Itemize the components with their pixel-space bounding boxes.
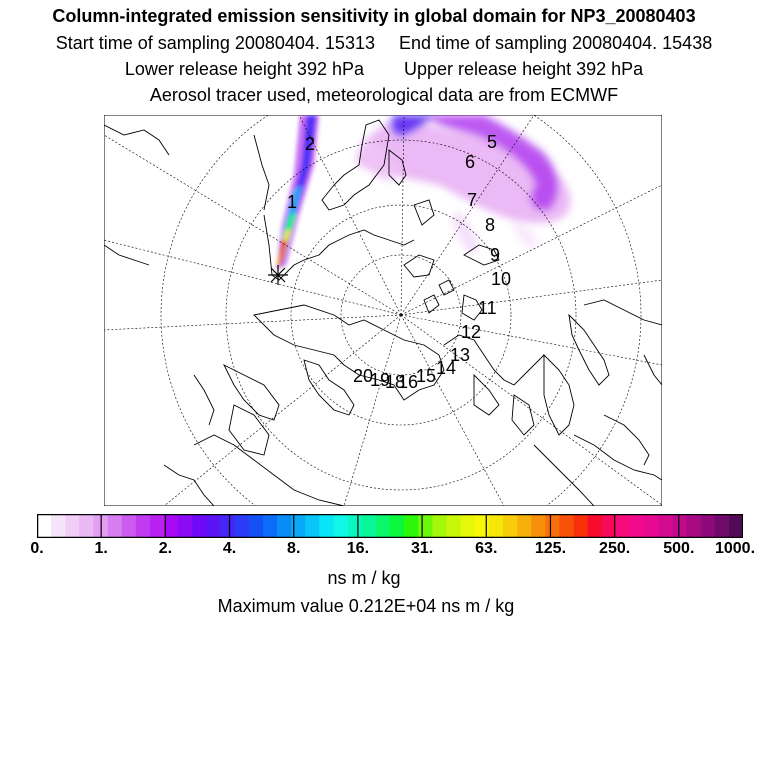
colorbar-tick-label: 500. [663,540,695,557]
colorbar-swatch [672,514,687,538]
colorbar-swatch [277,514,292,538]
colorbar-swatch [79,514,94,538]
sensitivity-plume-northwest [276,115,319,270]
day-label: 16 [398,372,419,392]
colorbar-swatch [700,514,716,538]
colorbar-swatch [164,514,179,538]
release-heights: Lower release height 392 hPa Upper releas… [0,59,768,80]
colorbar-swatch [432,514,447,538]
colorbar-swatch [545,514,560,538]
coastlines [104,119,662,506]
day-label: 6 [465,152,476,172]
colorbar-swatch [559,514,574,538]
colorbar-swatch [390,514,405,538]
colorbar-tick-label: 16. [346,540,370,557]
day-label: 12 [461,322,482,342]
colorbar-swatch [630,514,645,538]
colorbar-swatch [65,514,80,538]
colorbar-swatch [728,514,743,538]
colorbar-tick-label: 1000. [714,540,756,557]
colorbar-swatch [686,514,701,538]
maximum-value: Maximum value 0.212E+04 ns m / kg [217,596,515,616]
colorbar-swatch [531,514,546,538]
colorbar-tick-label: 0. [30,540,44,557]
colorbar-swatch [615,514,631,538]
upper-release-height: Upper release height 392 hPa [404,59,644,79]
day-label: 19 [370,370,391,390]
sampling-times: Start time of sampling 20080404. 15313 En… [0,33,768,54]
polar-map [104,115,662,506]
colorbar-swatch [601,514,617,538]
colorbar-swatch [517,514,532,538]
day-label: 2 [305,134,316,154]
colorbar-swatch [305,514,320,538]
colorbar-swatch [107,514,123,538]
colorbar-swatch [192,514,207,538]
colorbar-swatch [446,514,461,538]
colorbar-swatch [658,514,673,538]
colorbar-swatch [220,514,235,538]
colorbar-swatch [404,514,419,538]
colorbar-swatch [248,514,264,538]
colorbar-tick-label: 31. [410,540,434,557]
colorbar-tick-label: 2. [158,540,173,557]
colorbar-swatch [418,514,433,538]
colorbar-swatch [375,514,391,538]
day-label: 18 [385,372,406,392]
colorbar-tick-label: 4. [222,540,237,557]
day-label: 11 [478,298,497,318]
colorbar-swatch [347,514,363,538]
colorbar-ticks: 0. 1. 2. 4. 8. 16. 31. 63. 125. 250. 500. 1000. [0,540,768,562]
colorbar [37,514,743,538]
chart-title: Column-integrated emission sensitivity i… [52,6,696,26]
colorbar-swatch [149,514,165,538]
colorbar-swatch [178,514,193,538]
end-time: End time of sampling 20080404. 15438 [398,33,713,53]
colorbar-tick-label: 1. [94,540,108,557]
day-label: 20 [353,366,374,386]
colorbar-swatch [573,514,588,538]
day-label: 5 [487,132,498,152]
colorbar-swatch [488,514,504,538]
sensitivity-plume-northeast [356,115,571,255]
colorbar-tick-label: 63. [475,540,498,557]
day-label: 13 [450,345,471,365]
colorbar-swatch [206,514,221,538]
colorbar-tick-label: 125. [534,540,567,557]
day-label: 9 [490,245,501,265]
start-time: Start time of sampling 20080404. 15313 [55,33,375,53]
colorbar-swatch [587,514,603,538]
colorbar-swatch [361,514,377,538]
colorbar-swatch [234,514,250,538]
colorbar-swatch [135,514,151,538]
lower-release-height: Lower release height 392 hPa [124,59,364,79]
colorbar-swatch [333,514,348,538]
day-label: 8 [485,215,496,235]
colorbar-swatch [37,514,52,538]
day-label: 1 [287,192,298,212]
graticule [104,115,662,506]
day-label: 14 [436,358,457,378]
day-label: 10 [491,269,512,289]
colorbar-units: ns m / kg [327,568,401,588]
colorbar-swatch [502,514,518,538]
colorbar-swatch [121,514,137,538]
colorbar-swatch [644,514,659,538]
day-label: 15 [416,366,437,386]
release-point-marker [268,265,288,285]
colorbar-tick-label: 8. [287,540,301,557]
colorbar-swatch [460,514,476,538]
colorbar-border [37,514,743,538]
day-label: 7 [467,190,478,210]
colorbar-swatch [319,514,334,538]
colorbar-swatch [291,514,306,538]
colorbar-tick-label: 250. [599,540,631,557]
colorbar-swatch [51,514,66,538]
tracer-info: Aerosol tracer used, meteorological data… [149,85,619,105]
colorbar-swatch [262,514,278,538]
colorbar-swatch [474,514,490,538]
colorbar-swatch [714,514,730,538]
